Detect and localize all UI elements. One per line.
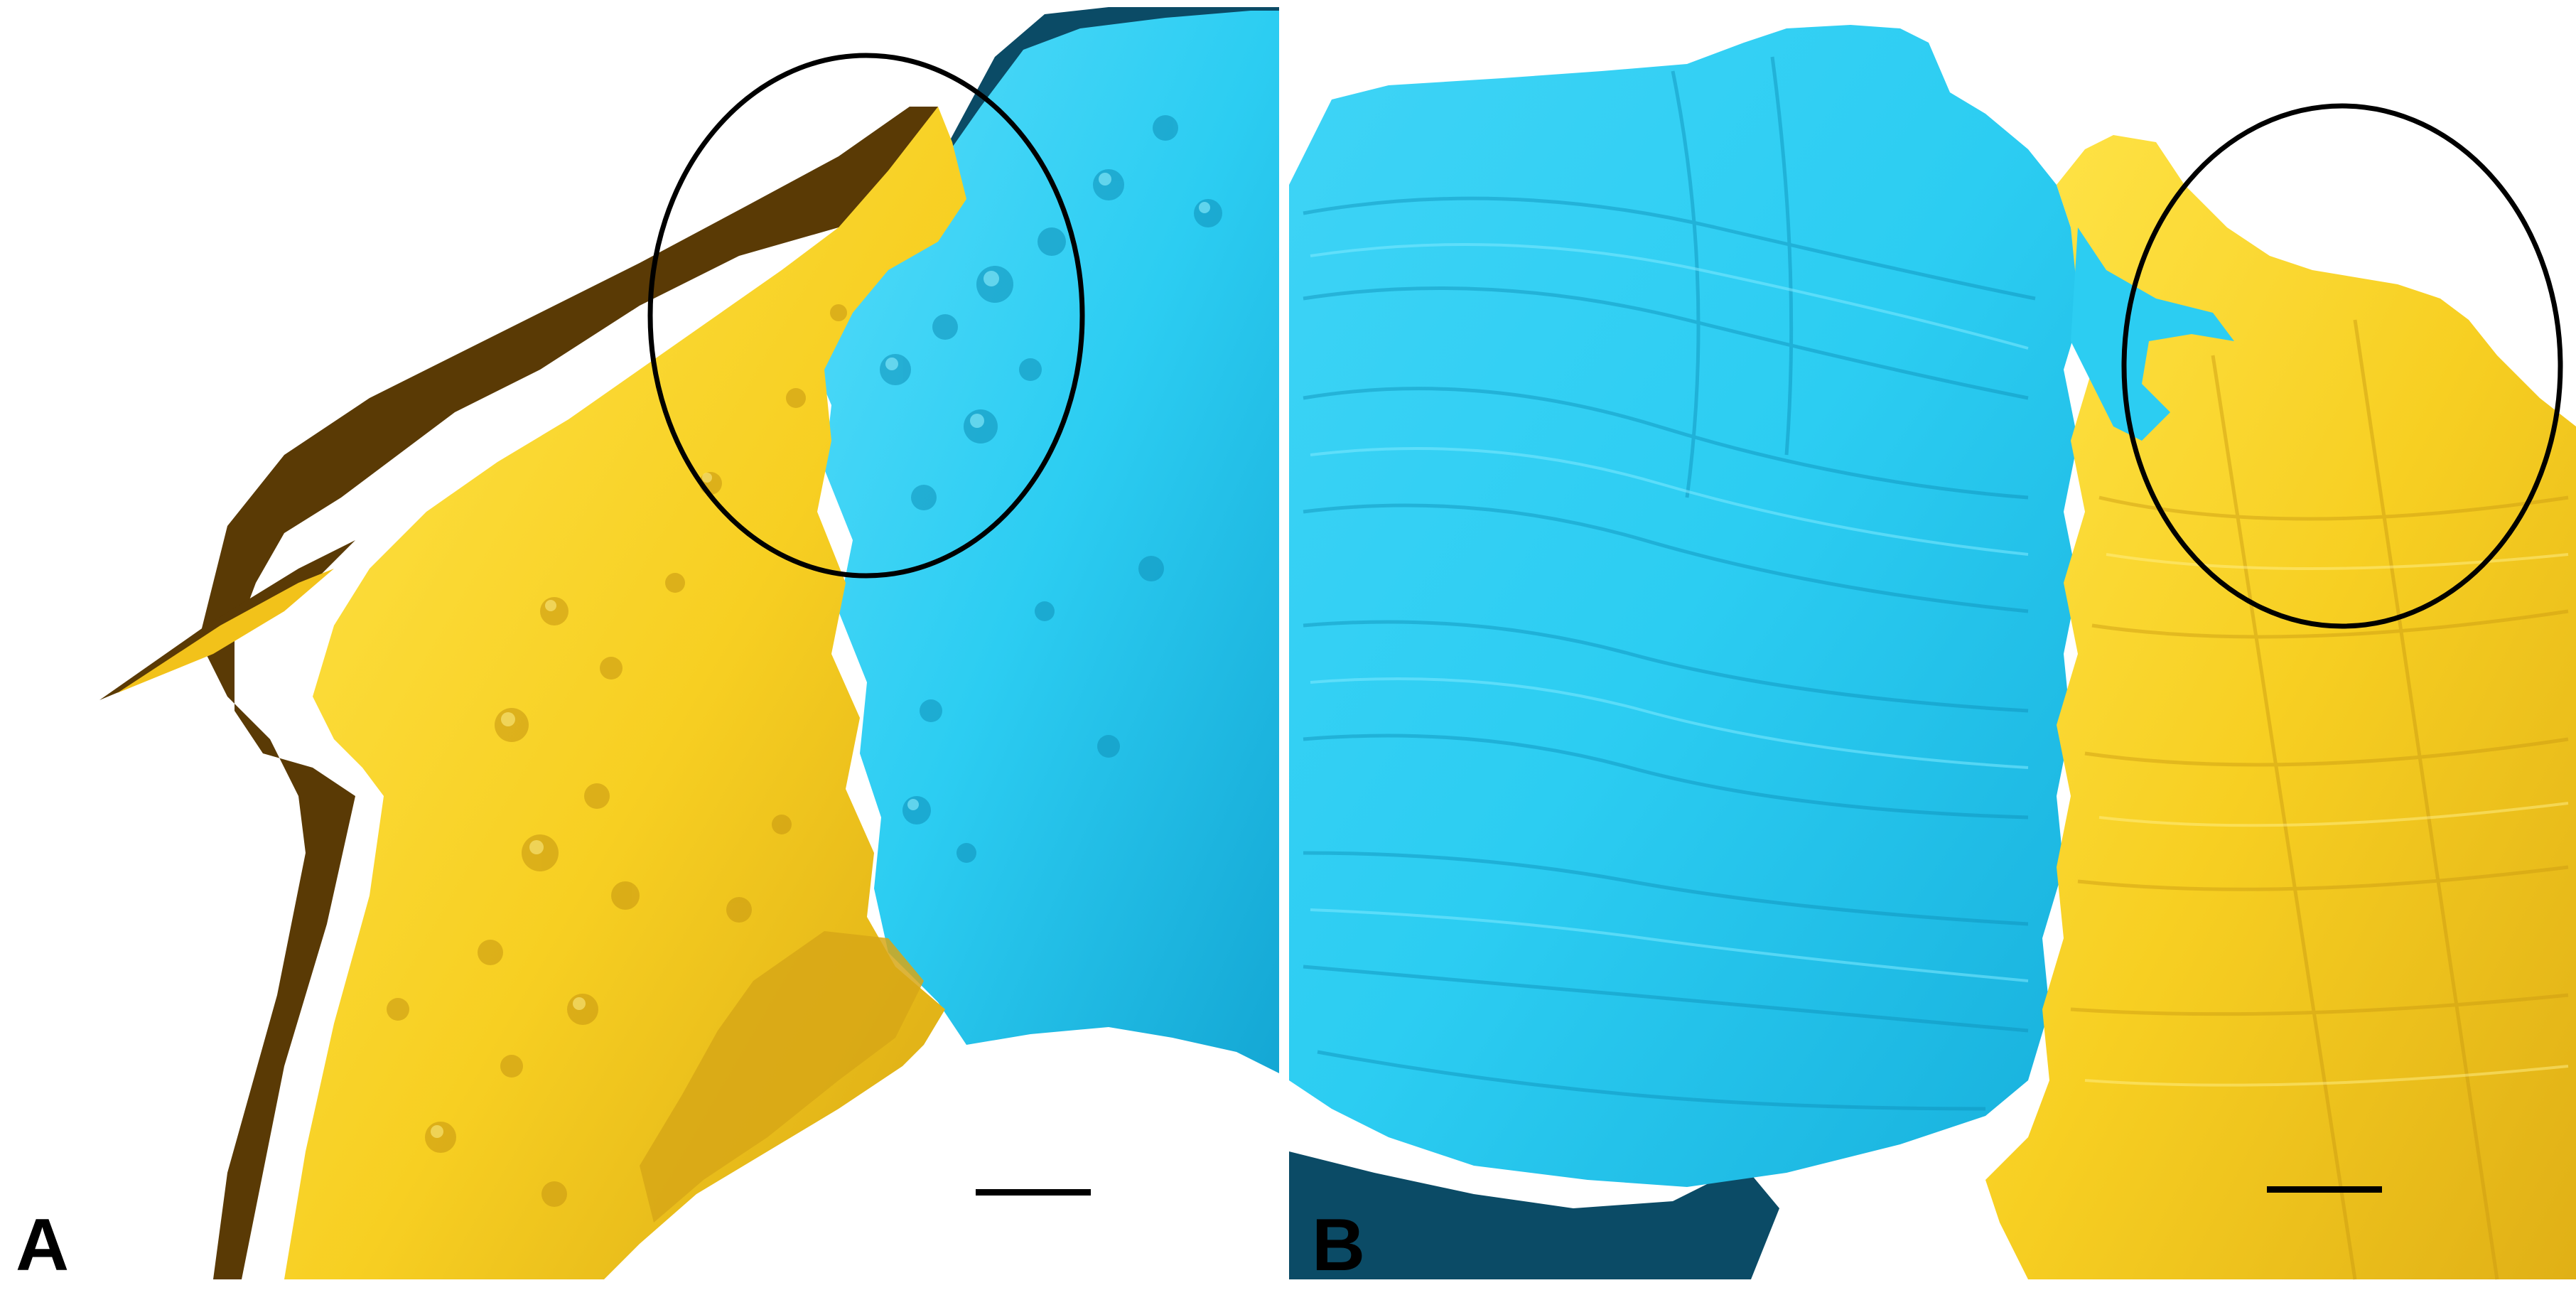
gold-lump xyxy=(640,931,924,1223)
cyan-surface xyxy=(1289,25,2085,1187)
panel-a: A xyxy=(0,0,1279,1300)
gold-streaks xyxy=(2070,319,2569,1280)
panel-b-render xyxy=(1289,25,2576,1280)
panel-divider xyxy=(1279,0,1289,1300)
cyan-highlights xyxy=(1310,243,2029,982)
brown-spike xyxy=(99,540,355,700)
gold-spike xyxy=(117,569,334,693)
panel-label: A xyxy=(16,1204,70,1286)
gold-highlights xyxy=(2084,553,2569,1087)
cyan-striations xyxy=(1303,56,2036,1111)
brown-surface xyxy=(199,107,938,1279)
panel-a-render xyxy=(99,7,1279,1279)
panel-b: B xyxy=(1289,0,2576,1300)
scale-bar xyxy=(976,1189,1091,1196)
navy-surface xyxy=(1289,1151,1779,1279)
annotation-ellipse xyxy=(647,53,1085,579)
cyan-highlights xyxy=(885,173,1210,810)
panel-label: B xyxy=(1312,1204,1366,1286)
gold-highlights xyxy=(431,473,712,1138)
cyan-tendrils xyxy=(2071,227,2234,441)
scale-bar xyxy=(2267,1186,2382,1193)
annotation-ellipse xyxy=(2121,103,2563,629)
